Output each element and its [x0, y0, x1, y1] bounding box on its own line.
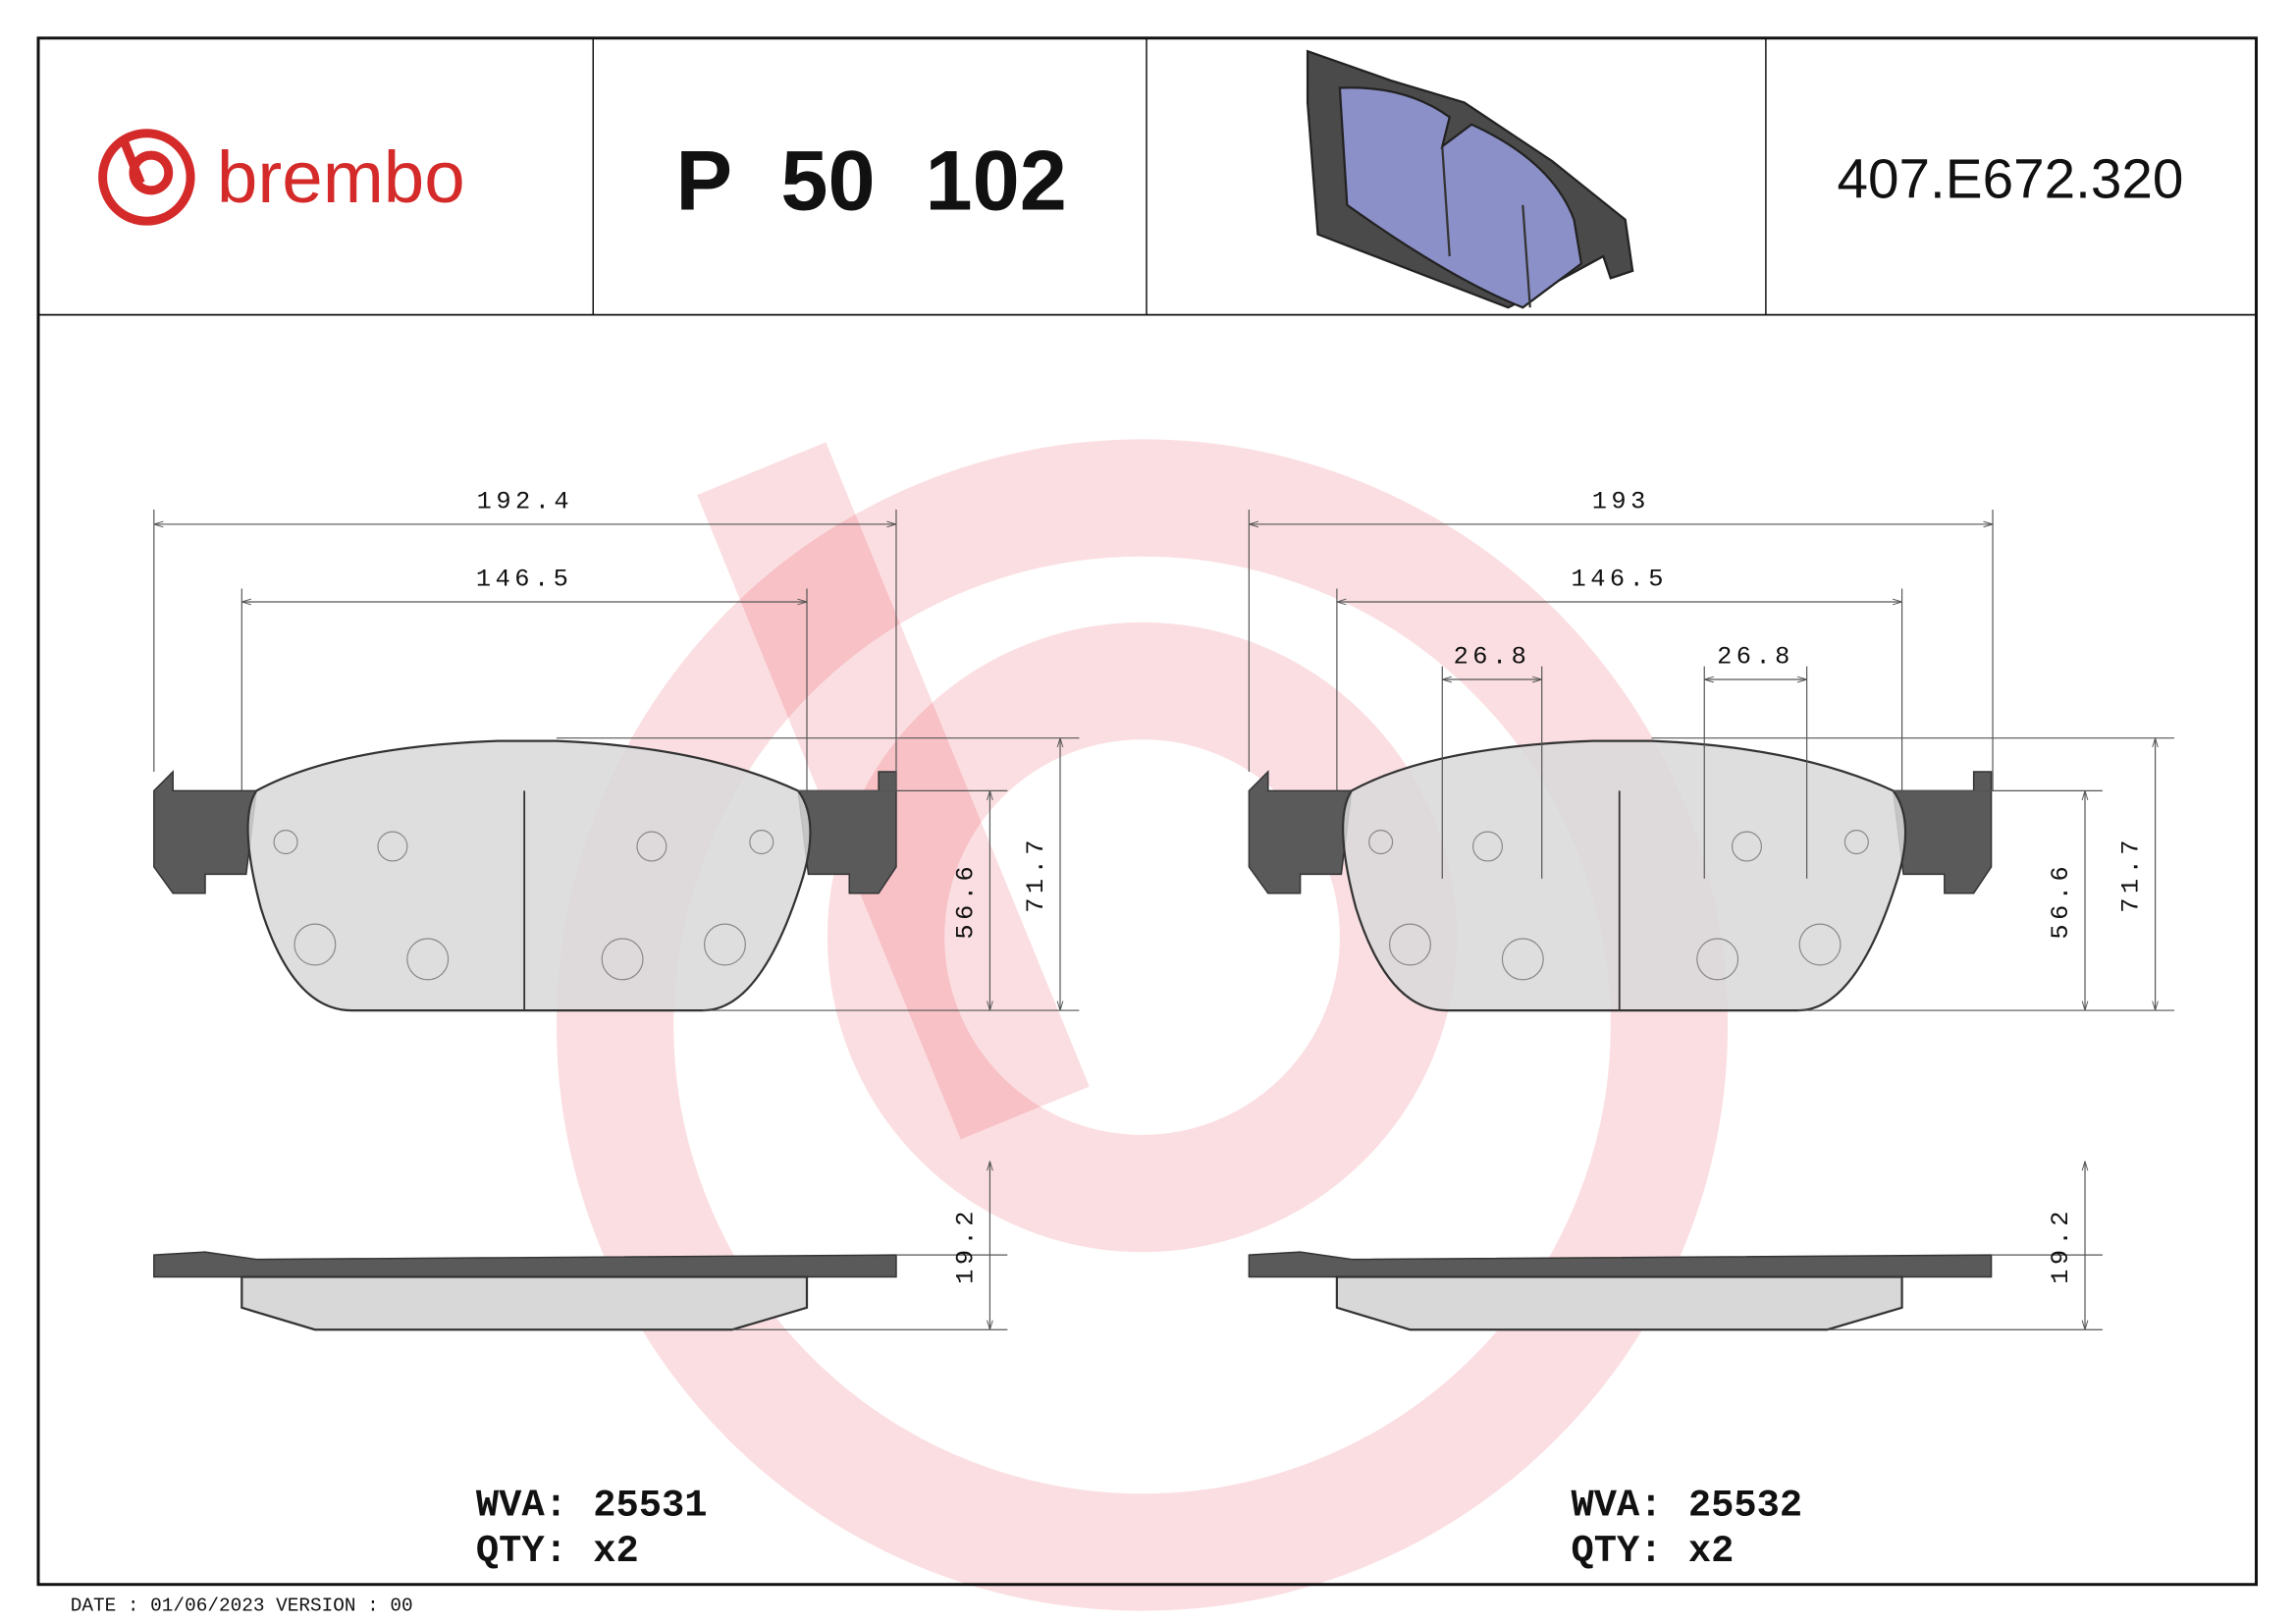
dimension-label: 193 — [1592, 488, 1650, 516]
brand: brembo — [217, 135, 465, 218]
frame — [36, 36, 2259, 1587]
hole — [636, 831, 667, 862]
hole — [294, 923, 337, 966]
dimension-label: 146.5 — [476, 566, 572, 594]
footer: DATE : 01/06/2023 VERSION : 00 — [71, 1596, 413, 1617]
dimension-label: 56.6 — [2047, 862, 2075, 940]
wva-label: WVA: — [1572, 1485, 1663, 1528]
qty-label: QTY: — [476, 1530, 567, 1573]
hole — [1798, 923, 1842, 966]
hole — [1696, 938, 1739, 981]
qty-value: x2 — [1688, 1530, 1735, 1573]
watermark — [556, 439, 1729, 1611]
dimension-label: 19.2 — [952, 1207, 981, 1284]
backing-plate — [1248, 770, 1993, 894]
hole — [273, 830, 298, 855]
dimension-label: 56.6 — [952, 862, 981, 940]
dimension-label: 146.5 — [1572, 566, 1668, 594]
dimension-label: 26.8 — [1454, 643, 1531, 672]
wva-number: 25531 — [593, 1485, 707, 1528]
wva-number: 25532 — [1688, 1485, 1802, 1528]
hole — [1501, 938, 1544, 981]
hole — [1368, 830, 1394, 855]
side-friction — [1335, 1275, 1903, 1331]
dimension-label: 26.8 — [1717, 643, 1794, 672]
pad-image — [1306, 49, 1634, 309]
qty-label: QTY: — [1572, 1530, 1663, 1573]
hole — [601, 938, 644, 981]
pad-drawing: 192.4 146.5 56.6 71.7 19.2 WVA: 25531 QTY: x2 — [153, 488, 1080, 1573]
dimension-label: 192.4 — [477, 488, 573, 516]
dimension-label: 71.7 — [2117, 836, 2146, 913]
hole — [749, 830, 774, 855]
wva-label: WVA: — [476, 1485, 567, 1528]
hole — [377, 831, 408, 862]
dimension-label: 71.7 — [1022, 836, 1050, 913]
qty-value: x2 — [593, 1530, 639, 1573]
brembo-logo — [98, 129, 195, 226]
hole — [1472, 831, 1504, 862]
hole — [1731, 831, 1763, 862]
friction-material — [246, 739, 812, 1012]
dimension-label: 19.2 — [2047, 1207, 2075, 1284]
friction-material — [1342, 739, 1907, 1012]
hole — [703, 923, 746, 966]
side-friction — [240, 1275, 809, 1331]
backing-plate — [153, 770, 897, 894]
hole — [406, 938, 450, 981]
hole — [1388, 923, 1431, 966]
part-number: P 50 102 — [675, 134, 1066, 228]
code: 407.E672.320 — [1838, 148, 2184, 210]
pad-drawing: 193 146.5 56.6 71.7 26.8 26.8 19.2 WVA: 25532 QTY… — [1248, 488, 2174, 1573]
hole — [1843, 830, 1869, 855]
